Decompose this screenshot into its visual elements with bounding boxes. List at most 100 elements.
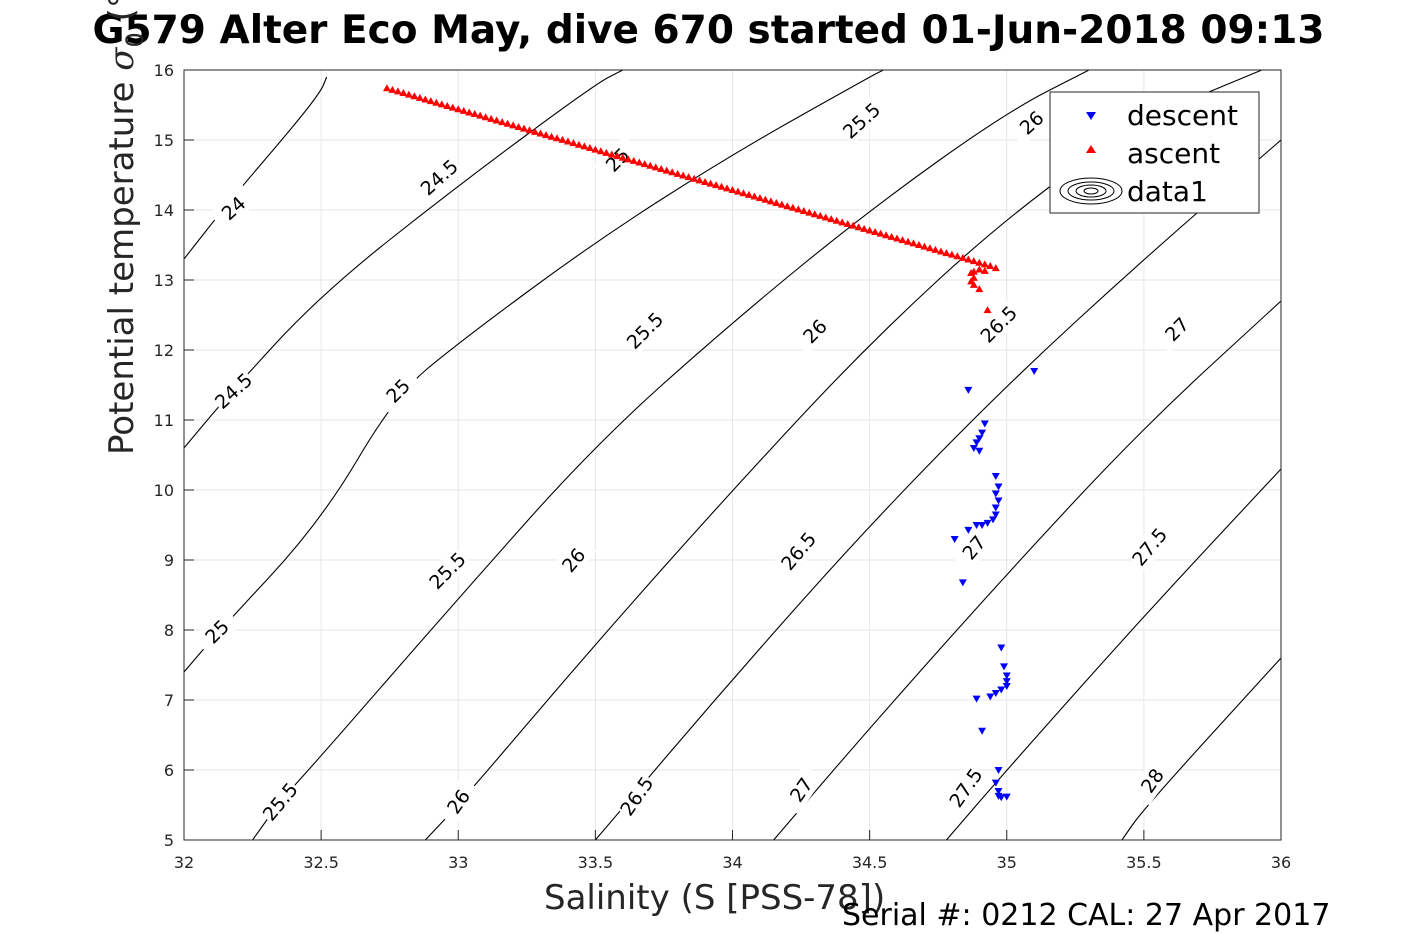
ascent-point: [827, 215, 836, 223]
contour-label-mask: [950, 522, 998, 572]
ascent-point: [893, 234, 902, 242]
ascent-point: [651, 163, 660, 171]
ascent-point: [602, 148, 611, 156]
descent-point: [1002, 793, 1011, 801]
descent-point: [972, 439, 981, 447]
contour-label-mask: [423, 546, 472, 595]
descent-point: [991, 511, 1000, 519]
contour-line-25.5: [252, 70, 1090, 840]
ascent-point: [942, 249, 951, 257]
descent-point: [991, 473, 1000, 480]
ascent-point: [662, 166, 671, 174]
ascent-point: [733, 187, 742, 195]
legend-descent-marker: [1086, 112, 1096, 120]
ascent-point: [744, 190, 753, 198]
descent-point: [983, 519, 992, 527]
contour-line-25: [184, 70, 884, 673]
ascent-point: [947, 250, 956, 258]
y-tick-label: 6: [164, 761, 174, 780]
descent-point: [986, 693, 995, 701]
ascent-point: [854, 223, 863, 231]
descent-point: [950, 536, 959, 543]
descent-point: [964, 386, 973, 394]
descent-point: [975, 447, 984, 455]
ascent-point: [739, 189, 748, 197]
ascent-point: [399, 89, 408, 97]
ascent-point: [931, 245, 940, 253]
contour-line-24: [184, 76, 328, 260]
ascent-point: [404, 90, 413, 98]
descent-point: [994, 767, 1003, 774]
y-axis-label-unit: (°C): [102, 0, 142, 32]
ascent-point: [596, 147, 605, 155]
ascent-point: [712, 181, 721, 189]
descent-point: [964, 526, 973, 534]
descent-point: [1002, 672, 1011, 680]
ascent-point: [624, 155, 633, 163]
ascent-point: [755, 194, 764, 202]
y-axis-label: Potential temperature σ0 (°C): [102, 0, 149, 455]
ascent-point: [613, 152, 622, 160]
ascent-point: [805, 208, 814, 216]
x-tick-label: 35.5: [1126, 853, 1162, 872]
chart-title: G579 Alter Eco May, dive 670 started 01-…: [92, 8, 1325, 53]
descent-point: [989, 516, 998, 524]
ascent-point: [569, 139, 578, 147]
descent-point: [994, 497, 1003, 505]
ascent-point: [887, 232, 896, 240]
contour-line-24.5: [184, 70, 624, 449]
descent-point: [980, 420, 989, 428]
descent-point: [978, 727, 987, 735]
y-tick-label: 8: [164, 621, 174, 640]
ascent-point: [832, 216, 841, 224]
ascent-point: [492, 116, 501, 124]
contour-label-mask: [208, 366, 258, 415]
descent-point: [994, 788, 1003, 795]
contour-label-mask: [435, 776, 481, 827]
y-tick-label: 11: [154, 411, 174, 430]
y-tick-label: 14: [154, 201, 174, 220]
ascent-point: [860, 224, 869, 232]
ascent-point: [849, 221, 858, 229]
contour-line-27.5: [945, 468, 1281, 840]
x-tick-label: 34: [722, 853, 742, 872]
contour-line-26.5: [594, 139, 1281, 840]
ascent-point: [871, 228, 880, 236]
y-tick-label: 12: [154, 341, 174, 360]
ascent-point: [980, 266, 989, 274]
grid-lines: [183, 69, 1282, 841]
ascent-point: [558, 135, 567, 143]
ascent-point: [783, 202, 792, 210]
ascent-point: [520, 124, 529, 132]
ascent-point: [415, 93, 424, 101]
ascent-point: [882, 231, 891, 239]
contour-label-mask: [1129, 755, 1175, 806]
descent-point: [997, 686, 1006, 694]
ascent-point: [498, 118, 507, 126]
y-tick-label: 7: [164, 691, 174, 710]
descent-point: [991, 504, 1000, 512]
ascent-point: [958, 253, 967, 261]
ascent-point: [838, 218, 847, 226]
y-tick-label: 13: [154, 271, 174, 290]
y-axis-label-symbol: σ: [102, 47, 142, 71]
ascent-point: [799, 207, 808, 215]
contour-label-mask: [943, 762, 989, 813]
ascent-point: [684, 173, 693, 181]
descent-point: [997, 644, 1006, 652]
ascent-point: [574, 140, 583, 148]
contour-label-mask: [620, 306, 669, 355]
ascent-point: [525, 126, 534, 134]
descent-point: [958, 579, 967, 587]
ascent-point: [717, 182, 726, 190]
ascent-point: [393, 87, 402, 95]
ascent-point: [750, 192, 759, 200]
descent-point: [1002, 683, 1011, 690]
y-tick-label: 15: [154, 131, 174, 150]
contour-label-mask: [614, 770, 659, 821]
y-tick-label: 16: [154, 61, 174, 80]
contour-label-mask: [373, 366, 422, 415]
ascent-point: [536, 129, 545, 137]
x-tick-label: 32: [174, 853, 194, 872]
